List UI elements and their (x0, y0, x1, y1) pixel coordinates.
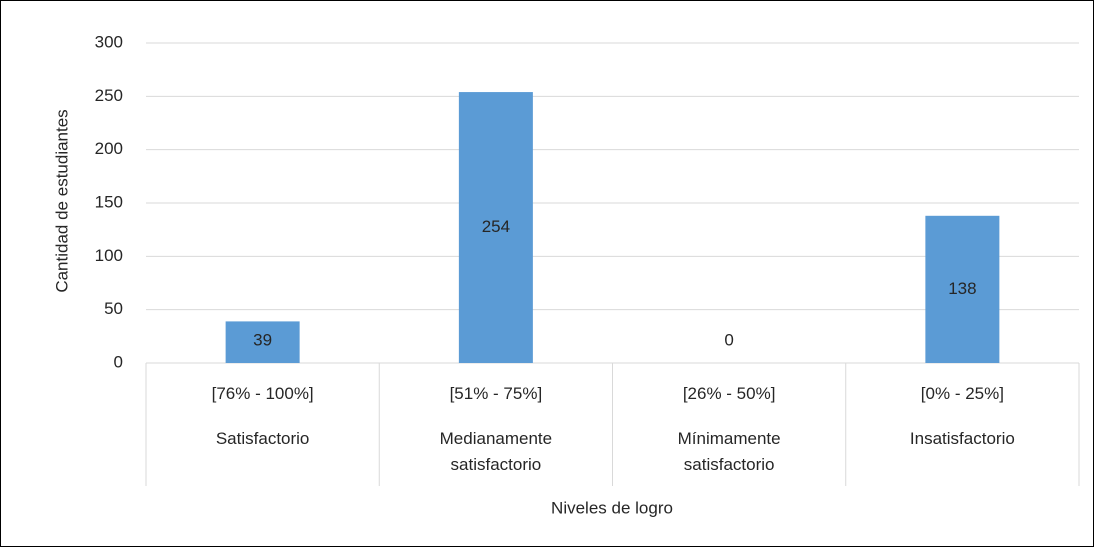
x-tick-label: [0% - 25%] (920, 384, 1004, 403)
x-tick-label: [51% - 75%] (449, 384, 543, 403)
data-label: 254 (482, 217, 510, 236)
y-tick-label: 0 (114, 352, 123, 371)
x-group-label: Mínimamente satisfactorio (677, 429, 781, 474)
x-tick-label: [26% - 50%] (682, 384, 776, 403)
y-tick-label: 100 (95, 246, 123, 265)
y-tick-label: 200 (95, 139, 123, 158)
x-group-label: Medianamente satisfactorio (439, 429, 553, 474)
data-label: 39 (253, 330, 272, 349)
x-group-label: Satisfactorio (215, 429, 310, 448)
y-tick-label: 150 (95, 192, 123, 211)
bar (925, 215, 1000, 363)
y-tick-label: 300 (95, 32, 123, 51)
x-tick-label: [76% - 100%] (211, 384, 314, 403)
x-axis-title: Niveles de logro (551, 498, 673, 517)
y-tick-label: 50 (104, 299, 123, 318)
data-label: 0 (724, 330, 733, 349)
bar (458, 92, 533, 364)
y-tick-label: 250 (95, 86, 123, 105)
y-axis-title: Cantidad de estudiantes (52, 109, 71, 292)
bar (225, 321, 300, 363)
data-label: 138 (948, 279, 976, 298)
x-group-label: Insatisfactorio (909, 429, 1015, 448)
